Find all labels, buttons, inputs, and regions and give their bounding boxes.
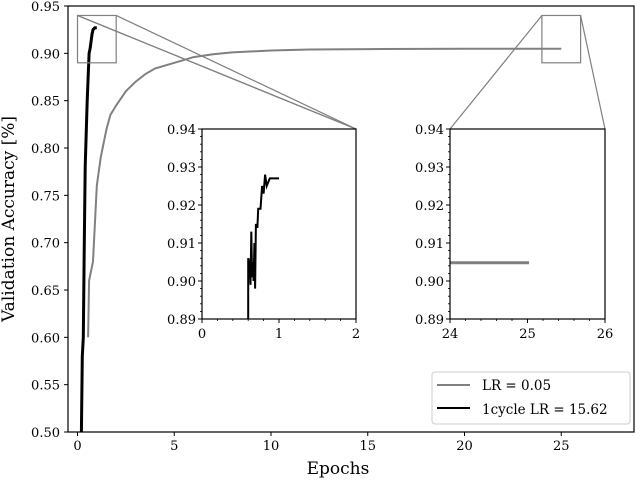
inset-y-tick-label: 0.89 xyxy=(167,313,196,328)
inset-y-tick-label: 0.91 xyxy=(167,237,196,252)
inset-y-tick-label: 0.94 xyxy=(167,123,196,138)
inset-x-tick-label: 2 xyxy=(352,327,360,342)
inset-early-epochs: 0 1 2 0.89 0.90 0.91 0.92 0.93 0.94 xyxy=(167,123,360,342)
legend: LR = 0.05 1cycle LR = 15.62 xyxy=(431,371,631,425)
inset-y-tick-label: 0.89 xyxy=(415,313,444,328)
legend-gray-label: LR = 0.05 xyxy=(482,378,551,394)
x-tick-label: 15 xyxy=(359,439,376,454)
inset-y-tick-label: 0.92 xyxy=(415,199,444,214)
y-tick-label: 0.70 xyxy=(31,237,60,252)
inset-1cycle-line xyxy=(247,174,279,319)
y-tick-label: 0.60 xyxy=(31,331,60,346)
series-lr-0-05-line xyxy=(87,47,562,338)
y-tick-label: 0.50 xyxy=(31,426,60,441)
y-tick-label: 0.75 xyxy=(31,189,60,204)
legend-black-label: 1cycle LR = 15.62 xyxy=(482,402,608,418)
inset-x-tick-label: 1 xyxy=(275,327,283,342)
y-tick-label: 0.55 xyxy=(31,379,60,394)
inset-y-tick-label: 0.93 xyxy=(415,161,444,176)
series-1cycle-line xyxy=(79,26,97,432)
y-tick-label: 0.95 xyxy=(31,0,60,15)
x-axis-label: Epochs xyxy=(307,459,370,478)
x-tick-label: 20 xyxy=(456,439,473,454)
inset-y-tick-label: 0.92 xyxy=(167,199,196,214)
inset-y-tick-label: 0.94 xyxy=(415,123,444,138)
zoom-box-2 xyxy=(541,14,582,64)
y-tick-label: 0.65 xyxy=(31,284,60,299)
y-axis-label: Validation Accuracy [%] xyxy=(0,116,19,323)
main-plot: 0 5 10 15 20 250.500.550.600.650.700.750.800.… xyxy=(31,0,635,454)
y-tick-label: 0.90 xyxy=(31,47,60,62)
zoom-box-1 xyxy=(76,14,117,64)
inset-x-tick-label: 25 xyxy=(519,327,536,342)
x-tick-label: 10 xyxy=(263,439,280,454)
x-tick-label: 0 xyxy=(73,439,81,454)
inset-x-tick-label: 0 xyxy=(198,327,206,342)
x-tick-label: 5 xyxy=(170,439,178,454)
y-tick-label: 0.80 xyxy=(31,142,60,157)
inset-final-epochs: 24 25 26 0.89 0.90 0.91 0.92 0.93 0.94 xyxy=(415,123,613,342)
inset-y-tick-label: 0.90 xyxy=(167,275,196,290)
inset-x-tick-label: 24 xyxy=(442,327,459,342)
y-tick-label: 0.85 xyxy=(31,95,60,110)
x-tick-label: 25 xyxy=(553,439,570,454)
inset-x-tick-label: 26 xyxy=(597,327,614,342)
inset-y-tick-label: 0.93 xyxy=(167,161,196,176)
inset-y-tick-label: 0.91 xyxy=(415,237,444,252)
inset-y-tick-label: 0.90 xyxy=(415,275,444,290)
